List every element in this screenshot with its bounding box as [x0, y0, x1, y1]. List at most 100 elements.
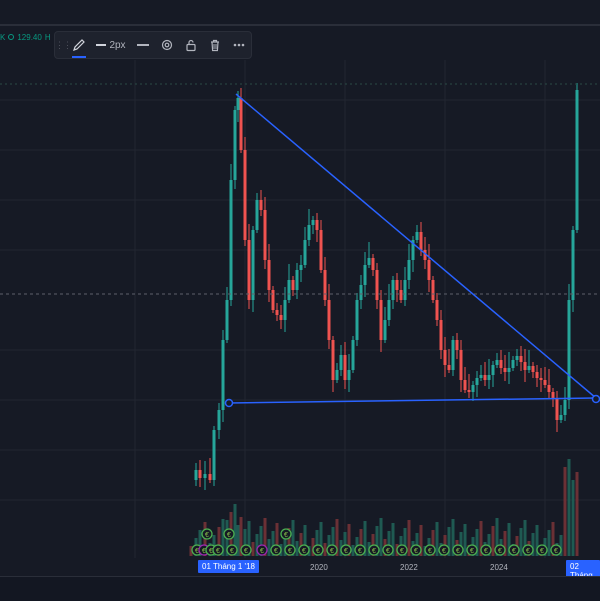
event-marker-glyph: € [316, 548, 320, 555]
event-marker-glyph: € [195, 548, 199, 555]
candlesticks [194, 83, 579, 490]
candle-body-up [571, 230, 575, 300]
candle-body-up [527, 366, 531, 370]
event-marker [256, 544, 268, 556]
volume-bar [463, 524, 467, 556]
candle-body-up [203, 474, 207, 478]
event-marker-upper [280, 528, 292, 540]
volume-bar [503, 531, 507, 556]
event-marker [270, 544, 282, 556]
candle-body-up [229, 180, 233, 300]
candle-body-up [236, 98, 240, 110]
volume-bar [283, 536, 287, 556]
volume-bar [391, 523, 395, 556]
delete-button[interactable] [203, 34, 227, 56]
candle-body-up [351, 340, 355, 370]
volume-bar [559, 535, 563, 556]
line-style-button[interactable] [131, 34, 155, 56]
trash-icon [211, 39, 219, 52]
volume-bar [451, 519, 455, 556]
trend-line-horizontal [228, 397, 597, 404]
time-axis[interactable]: 01 Tháng 1 '18 2020 2022 2024 02 Tháng [0, 558, 600, 582]
volume-bars [189, 459, 579, 556]
drag-handle-icon[interactable]: ⋮⋮ [55, 39, 72, 50]
event-marker [312, 544, 324, 556]
candle-body-down [431, 280, 435, 300]
candle-body-down [519, 356, 523, 362]
pencil-color-button[interactable] [67, 34, 91, 58]
volume-bar [271, 531, 275, 556]
volume-bar [507, 523, 511, 556]
volume-bar [295, 541, 299, 556]
event-marker-glyph: € [216, 548, 220, 555]
candle-body-up [339, 355, 343, 370]
gear-icon [161, 39, 173, 51]
settings-button[interactable] [155, 34, 179, 56]
volume-bar [331, 527, 335, 556]
event-marker [550, 544, 562, 556]
more-button[interactable] [227, 34, 251, 56]
line-width-button[interactable]: 2px [91, 34, 131, 56]
candle-body-up [387, 300, 391, 320]
event-marker-glyph: € [498, 548, 502, 555]
volume-bar [375, 526, 379, 556]
event-marker [536, 544, 548, 556]
event-marker-glyph: € [302, 548, 306, 555]
volume-bar [479, 521, 483, 556]
trend-drawing[interactable] [224, 93, 600, 408]
event-marker-glyph: € [260, 548, 264, 555]
candle-body-up [563, 400, 567, 415]
candle-body-down [447, 365, 451, 370]
candle-body-down [327, 300, 331, 340]
candle-body-down [279, 315, 283, 320]
event-marker-glyph: € [414, 548, 418, 555]
chart-grid [0, 60, 600, 558]
candle-body-down [423, 250, 427, 260]
event-marker [354, 544, 366, 556]
volume-bar [291, 520, 295, 556]
volume-bar [487, 534, 491, 556]
candle-body-down [463, 380, 467, 390]
candle-body-down [459, 350, 463, 380]
candle-body-up [225, 300, 229, 340]
candle-body-up [567, 300, 571, 400]
event-marker [382, 544, 394, 556]
volume-bar [495, 518, 499, 556]
volume-bar [239, 517, 243, 556]
event-marker-glyph: € [526, 548, 530, 555]
candle-body-down [259, 200, 263, 210]
candle-body-down [531, 366, 535, 372]
candle-body-down [439, 320, 443, 350]
line-width-icon [96, 44, 107, 46]
candle-body-up [283, 300, 287, 320]
trend-handle-right [591, 394, 600, 404]
candle-body-down [419, 232, 423, 250]
event-marker [410, 544, 422, 556]
candle-body-up [515, 356, 519, 360]
candle-body-up [299, 265, 303, 270]
volume-bar [363, 521, 367, 556]
event-marker [240, 544, 252, 556]
event-marker [298, 544, 310, 556]
color-indicator [72, 56, 86, 58]
candle-body-down [547, 385, 551, 392]
candle-body-down [263, 210, 267, 260]
volume-bar [563, 467, 567, 556]
event-marker-glyph: € [442, 548, 446, 555]
drawing-toolbar: ⋮⋮ 2px [54, 31, 252, 59]
candle-body-down [395, 280, 399, 290]
volume-bar [319, 522, 323, 556]
event-marker-glyph: € [358, 548, 362, 555]
event-marker-upper [223, 528, 235, 540]
volume-bar [575, 472, 579, 556]
event-marker [284, 544, 296, 556]
volume-bar [251, 542, 255, 556]
candle-body-down [551, 392, 555, 398]
candle-body-up [221, 340, 225, 410]
volume-bar [198, 530, 202, 556]
lock-button[interactable] [179, 34, 203, 56]
volume-bar [217, 527, 221, 556]
event-marker [480, 544, 492, 556]
event-marker [466, 544, 478, 556]
